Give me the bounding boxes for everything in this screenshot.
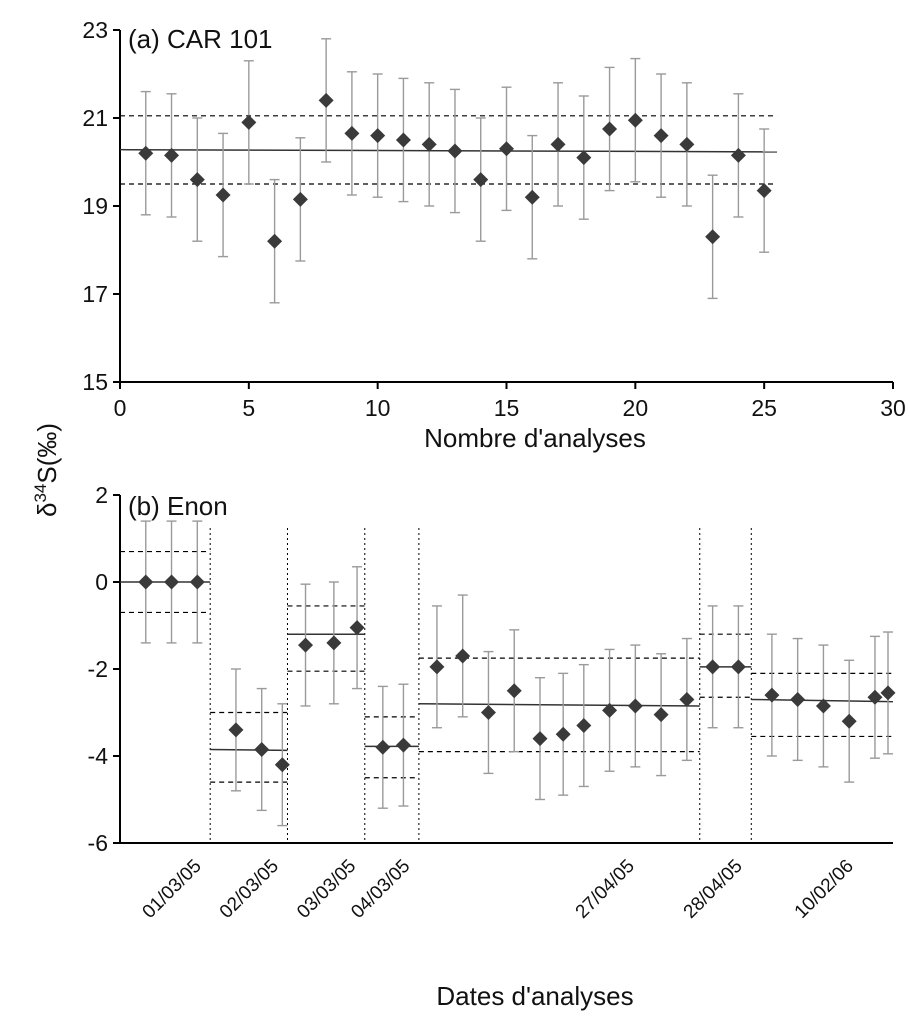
panel-b-point [326, 635, 342, 651]
panel-a-xtick-label: 10 [365, 395, 391, 421]
panel-b-point [815, 698, 831, 714]
panel-b-point [627, 698, 643, 714]
panel-a-point [550, 136, 566, 152]
panel-a-point [215, 187, 231, 203]
panel-a-point [627, 112, 643, 128]
shared-ylabel: δ34S(‰) [31, 423, 62, 517]
panel-b-xlabel: Dates d'analyses [436, 981, 633, 1011]
panel-b-mean-line [210, 748, 288, 752]
panel-b-point [228, 722, 244, 738]
panel-a-point [189, 172, 205, 188]
panel-a-point [138, 145, 154, 161]
panel-b-point [730, 659, 746, 675]
panel-b-point [254, 741, 270, 757]
panel-a-point [602, 121, 618, 137]
panel-b-date-label: 02/03/05 [216, 856, 283, 923]
panel-b-point [602, 702, 618, 718]
panel-a-title: (a) CAR 101 [128, 24, 273, 54]
panel-a-point [653, 128, 669, 144]
panel-a-ytick-label: 21 [82, 105, 108, 131]
panel-b-point [298, 637, 314, 653]
panel-b-date-label: 03/03/05 [293, 856, 360, 923]
panel-a-xtick-label: 5 [242, 395, 255, 421]
panel-b-point [841, 713, 857, 729]
panel-a-ytick-label: 23 [82, 17, 108, 43]
panel-a-point [756, 183, 772, 199]
panel-a-point [499, 141, 514, 157]
panel-a-point [395, 132, 411, 148]
panel-a-point [473, 172, 489, 188]
panel-b-point [138, 574, 154, 590]
panel-a-point [421, 136, 437, 152]
panel-a-xtick-label: 0 [114, 395, 127, 421]
panel-b-ytick-label: -2 [88, 656, 108, 682]
panel-b-point [506, 683, 522, 699]
panel-b-date-label: 04/03/05 [347, 856, 414, 923]
panel-b-point [375, 739, 391, 755]
panel-b-point [164, 574, 180, 590]
panel-a-point [267, 233, 283, 249]
panel-b-point [576, 718, 592, 734]
panel-b-point [349, 620, 365, 636]
panel-a-point [164, 147, 180, 163]
panel-b-point [395, 737, 411, 753]
panel-a-point [241, 114, 257, 130]
panel-a-ytick-label: 15 [82, 369, 108, 395]
panel-b-point [274, 757, 290, 773]
panel-b-point [532, 731, 548, 747]
panel-a-ytick-label: 17 [82, 281, 108, 307]
panel-b-point [867, 689, 883, 705]
panel-b-mean-line [418, 703, 700, 707]
panel-b-ytick-label: -4 [88, 743, 109, 769]
panel-b-date-label: 27/04/05 [572, 856, 639, 923]
panel-b-point [555, 726, 571, 742]
panel-b-enon: -6 -4 -2 0 2 (b) Enon Dates d'analyses 01/03/05… [88, 482, 896, 1011]
panel-a-point [679, 136, 695, 152]
panel-a-xtick-label: 20 [623, 395, 649, 421]
panel-a-car101: 15 17 19 21 23 0 5 10 15 20 25 30 (a) CAR 101 Nombre … [82, 17, 905, 453]
panel-a-xtick-label: 30 [880, 395, 906, 421]
panel-a-xtick-label: 15 [494, 395, 520, 421]
panel-b-point [790, 691, 806, 707]
panel-b-point [480, 705, 496, 720]
panel-a-ytick-label: 19 [82, 193, 108, 219]
panel-a-point [705, 229, 721, 245]
panel-b-ytick-label: 0 [95, 569, 108, 595]
panel-a-xtick-label: 25 [751, 395, 777, 421]
panel-a-point [344, 125, 360, 141]
panel-b-date-label: 01/03/05 [139, 856, 206, 923]
ylabel-rest: S(‰) [32, 423, 62, 484]
panel-b-point [705, 659, 721, 675]
ylabel-superscript: 34 [31, 484, 50, 503]
panel-b-title: (b) Enon [128, 491, 228, 521]
panel-b-date-label: 28/04/05 [680, 856, 747, 923]
panel-b-point [429, 659, 445, 675]
panel-a-point [292, 191, 308, 207]
panel-b-ytick-label: -6 [88, 830, 108, 856]
panel-b-point [764, 687, 780, 703]
panel-b-ytick-label: 2 [95, 482, 108, 508]
panel-a-xlabel: Nombre d'analyses [424, 423, 646, 453]
panel-b-point [880, 685, 896, 701]
panel-b-point [189, 574, 205, 590]
panel-b-date-label: 10/02/06 [791, 856, 858, 923]
panel-b-point [679, 691, 695, 707]
panel-b-point [653, 707, 669, 723]
panel-a-point [447, 143, 463, 159]
ylabel-delta: δ [32, 503, 62, 517]
panel-a-point [730, 147, 746, 163]
panel-a-point [576, 150, 592, 166]
panel-a-point [370, 128, 386, 144]
panel-b-point [455, 648, 471, 664]
panel-a-point [318, 92, 334, 108]
panel-a-point [524, 189, 540, 205]
